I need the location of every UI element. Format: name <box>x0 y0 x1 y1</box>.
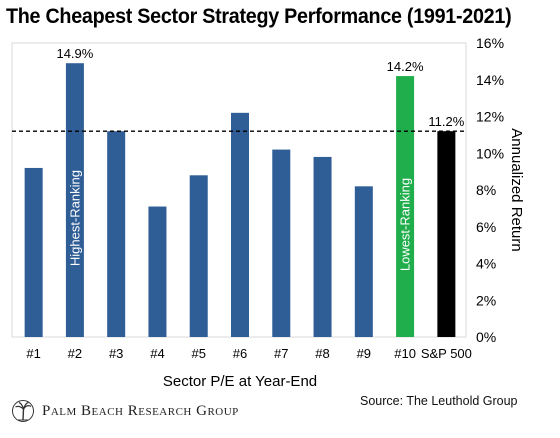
bar-6 <box>231 112 249 337</box>
y-axis-ticks: 0% 2% 4% 6% 8% 10% 12% 14% 16% <box>476 35 504 345</box>
bar-7 <box>272 149 291 337</box>
chart-title: The Cheapest Sector Strategy Performance… <box>6 5 512 28</box>
x-tick-label: #4 <box>150 346 164 361</box>
logo-text: Palm Beach Research Group <box>42 402 239 419</box>
bar-4 <box>148 206 167 337</box>
bar-annotation: Lowest-Ranking <box>398 178 413 271</box>
y-tick-label: 16% <box>476 35 504 51</box>
data-labels: 14.9% 14.2% 11.2% Highest-Ranking Lowest-Ran… <box>56 46 464 271</box>
source-note: Source: The Leuthold Group <box>360 394 518 408</box>
y-tick-label: 2% <box>476 292 496 308</box>
bar-sp500 <box>437 131 456 337</box>
x-axis-label: Sector P/E at Year-End <box>163 373 317 390</box>
bar-annotation: Highest-Ranking <box>67 170 82 266</box>
x-tick-label: #7 <box>274 346 288 361</box>
bars-group <box>24 63 456 338</box>
bar-9 <box>354 186 373 337</box>
y-axis-label: Annualized Return <box>508 128 525 251</box>
bar-5 <box>189 175 208 337</box>
x-tick-label: #2 <box>68 346 82 361</box>
bar-1 <box>24 167 43 337</box>
y-tick-label: 8% <box>476 182 496 198</box>
x-tick-label: #10 <box>394 346 416 361</box>
y-tick-label: 14% <box>476 72 504 88</box>
y-tick-label: 0% <box>476 329 496 345</box>
palm-tree-icon <box>12 400 34 422</box>
logo: Palm Beach Research Group <box>12 398 239 424</box>
y-tick-label: 4% <box>476 256 496 272</box>
x-tick-label: #9 <box>357 346 371 361</box>
bar-10 <box>396 76 415 337</box>
x-tick-label: S&P 500 <box>421 346 472 361</box>
y-tick-label: 6% <box>476 219 496 235</box>
bar-8 <box>313 156 332 337</box>
data-label: 14.9% <box>56 46 93 61</box>
x-axis-ticks: #1 #2 #3 #4 #5 #6 #7 #8 #9 #10 S&P 500 <box>26 346 472 361</box>
y-tick-label: 12% <box>476 109 504 125</box>
x-tick-label: #5 <box>191 346 205 361</box>
data-label: 11.2% <box>428 114 464 129</box>
bar-3 <box>107 131 126 337</box>
data-label: 14.2% <box>387 59 424 74</box>
x-tick-label: #3 <box>109 346 123 361</box>
x-tick-label: #1 <box>26 346 40 361</box>
x-tick-label: #8 <box>315 346 329 361</box>
x-tick-label: #6 <box>233 346 247 361</box>
y-tick-label: 10% <box>476 145 504 161</box>
